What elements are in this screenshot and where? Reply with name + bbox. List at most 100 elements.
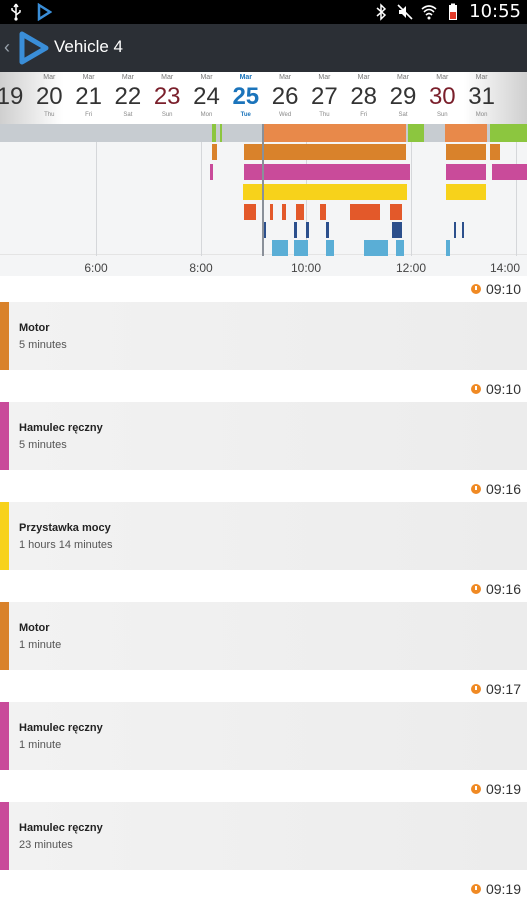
date-day: 31 [468,83,495,110]
event-card[interactable]: Motor 5 minutes [0,302,527,370]
date-month: Mar [475,74,488,81]
current-time-marker [262,124,264,256]
date-day: 29 [389,83,417,110]
activity-timeline[interactable]: 6:00 8:00 10:00 12:00 14:00 [0,124,527,276]
event-time-row: 09:19 [0,776,527,802]
event-color-stripe [0,802,9,870]
activity-bar [294,240,308,256]
activity-bar [446,164,486,180]
status-bar: 10:55 [0,0,527,24]
date-month: Mar [318,74,331,81]
activity-bar [282,204,286,220]
activity-bar [396,240,404,256]
date-month: Mar [200,74,213,81]
date-day: 20 [35,83,63,110]
date-day: 19 [0,83,24,110]
event-duration: 1 minute [19,639,62,651]
clock-icon [470,884,481,894]
activity-bar [244,164,410,180]
date-day: 23 [153,83,181,110]
activity-bar [446,240,450,256]
activity-bar [320,204,326,220]
battery-icon [449,3,458,20]
date-day: 28 [350,83,378,110]
timeline-gridline [411,142,412,256]
event-time-row: 09:19 [0,876,527,900]
event-time: 09:19 [485,881,521,897]
date-weekday: Fri [85,112,93,118]
clock-icon [470,284,481,294]
event-time-row: 09:10 [0,376,527,402]
date-weekday: Sun [436,112,448,118]
date-item[interactable]: Mar 31 Mon [462,72,502,120]
event-time: 09:10 [485,381,521,397]
event-time-row: 09:16 [0,476,527,502]
date-item[interactable]: Mar 21 Fri [69,72,109,120]
event-time-row: 09:17 [0,676,527,702]
date-item[interactable]: Mar 29 Sat [383,72,423,120]
axis-tick-label: 6:00 [84,261,108,275]
event-time-row: 09:10 [0,276,527,302]
activity-bar [244,204,256,220]
event-color-stripe [0,402,9,470]
event-name: Hamulec ręczny [19,822,103,834]
date-weekday: Wed [278,112,292,118]
activity-bar [446,184,486,200]
clock-icon [470,584,481,594]
activity-bar [243,184,407,200]
time-axis: 6:00 8:00 10:00 12:00 14:00 [0,254,527,276]
date-item[interactable]: Mar 23 Sun [147,72,187,120]
date-item[interactable]: Mar 25 Tue [226,72,266,120]
date-month: Mar [43,74,56,81]
date-picker-strip[interactable]: 19 Mar 20 Thu Mar 21 Fri Mar 22 Sat Mar 23 Sun Mar 24 M… [0,72,527,124]
event-color-stripe [0,302,9,370]
date-weekday: Fri [360,112,368,118]
axis-tick-label: 10:00 [290,261,322,275]
event-duration: 1 minute [19,739,62,751]
date-month: Mar [279,74,292,81]
activity-bar [296,204,304,220]
event-time: 09:19 [485,781,521,797]
date-item[interactable]: Mar 26 Wed [265,72,305,120]
date-weekday: Sun [161,112,173,118]
date-day: 24 [193,83,220,110]
app-logo-icon[interactable] [16,30,50,66]
date-month: Mar [161,74,174,81]
event-name: Przystawka mocy [19,522,111,534]
event-name: Hamulec ręczny [19,722,103,734]
activity-bar [492,164,527,180]
date-month: Mar [357,74,370,81]
event-card[interactable]: Przystawka mocy 1 hours 14 minutes [0,502,527,570]
date-month: Mar [82,74,95,81]
event-card[interactable]: Hamulec ręczny 5 minutes [0,402,527,470]
activity-bar [490,124,527,142]
date-item[interactable]: Mar 30 Sun [422,72,462,120]
axis-tick-label: 12:00 [395,261,427,275]
activity-bar [445,124,487,142]
date-item[interactable]: Mar 28 Fri [344,72,384,120]
event-color-stripe [0,702,9,770]
date-item[interactable]: Mar 20 Thu [29,72,69,120]
activity-bar [390,204,402,220]
page-title: Vehicle 4 [54,37,123,56]
date-item[interactable]: Mar 24 Mon [187,72,227,120]
axis-tick-label: 8:00 [189,261,213,275]
event-card[interactable]: Hamulec ręczny 23 minutes [0,802,527,870]
date-item[interactable]: Mar 22 Sat [108,72,148,120]
date-day: 27 [311,83,338,110]
date-day: 21 [75,83,102,110]
date-month: Mar [121,74,134,81]
back-chevron-icon[interactable]: ‹ [4,37,10,57]
event-duration: 23 minutes [19,839,73,851]
date-item[interactable]: Mar 27 Thu [304,72,344,120]
activity-bar [262,124,406,142]
date-item[interactable]: 19 [0,72,30,110]
timeline-gridline [516,142,517,256]
activity-bar [294,222,297,238]
event-time: 09:16 [485,581,521,597]
event-card[interactable]: Motor 1 minute [0,602,527,670]
event-card[interactable]: Hamulec ręczny 1 minute [0,702,527,770]
event-time-row: 09:16 [0,576,527,602]
activity-bar [244,144,406,160]
activity-bar [392,222,402,238]
